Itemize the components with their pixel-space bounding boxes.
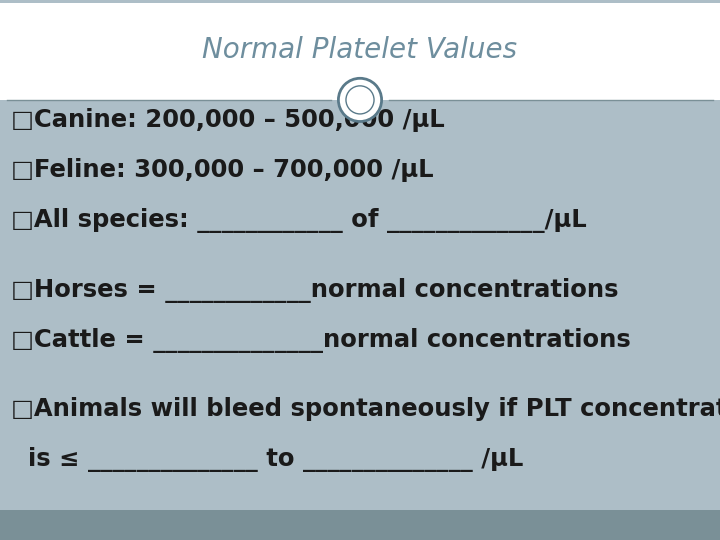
Text: □Canine: 200,000 – 500,000 /μL: □Canine: 200,000 – 500,000 /μL (11, 108, 444, 132)
FancyBboxPatch shape (0, 100, 720, 103)
Ellipse shape (346, 86, 374, 114)
Text: □Animals will bleed spontaneously if PLT concentration: □Animals will bleed spontaneously if PLT… (11, 397, 720, 421)
Text: □Feline: 300,000 – 700,000 /μL: □Feline: 300,000 – 700,000 /μL (11, 158, 433, 182)
Text: □Horses = ____________normal concentrations: □Horses = ____________normal concentrati… (11, 278, 618, 302)
FancyBboxPatch shape (0, 510, 720, 540)
FancyBboxPatch shape (0, 100, 720, 510)
Text: □All species: ____________ of _____________/μL: □All species: ____________ of __________… (11, 208, 587, 233)
FancyBboxPatch shape (0, 0, 720, 3)
Ellipse shape (338, 78, 382, 122)
Text: Normal Platelet Values: Normal Platelet Values (202, 36, 518, 64)
FancyBboxPatch shape (0, 0, 720, 100)
Text: □Cattle = ______________normal concentrations: □Cattle = ______________normal concentra… (11, 328, 631, 353)
Text: is ≤ ______________ to ______________ /μL: is ≤ ______________ to ______________ /μ… (11, 447, 523, 472)
